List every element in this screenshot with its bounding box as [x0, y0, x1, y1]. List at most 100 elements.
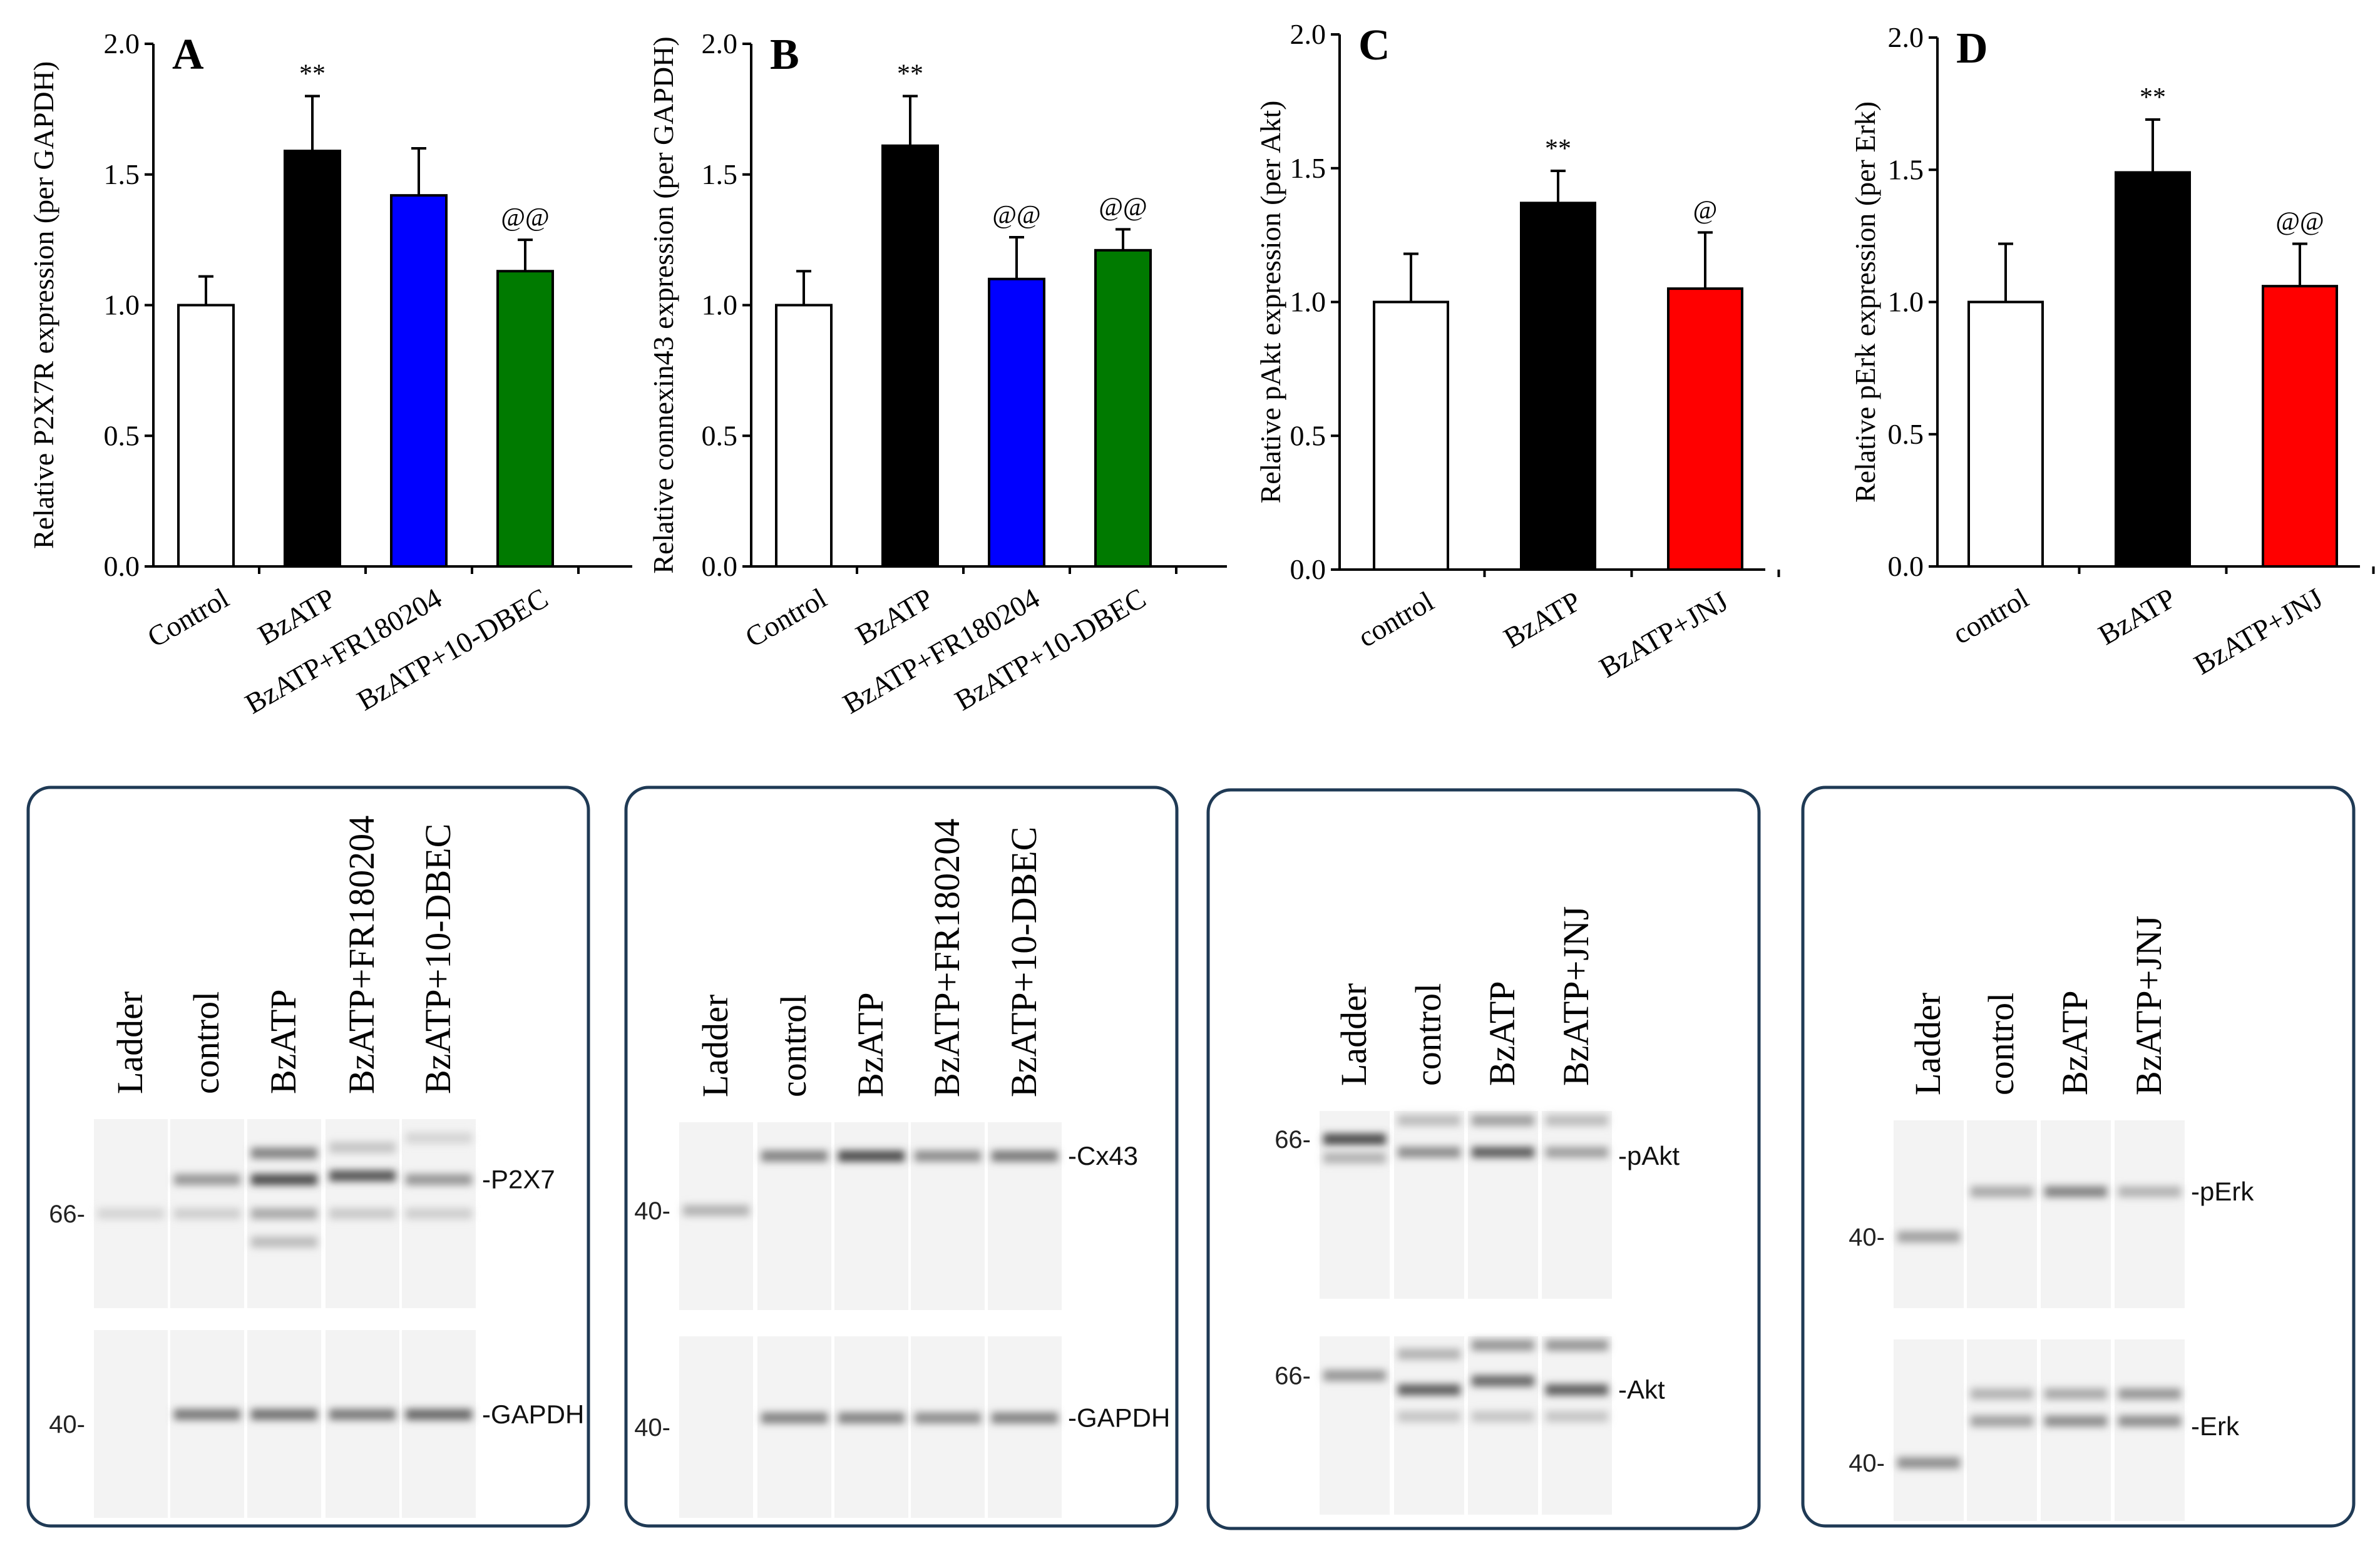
- blot-band: [1472, 1147, 1534, 1158]
- blot-band: [1472, 1339, 1534, 1351]
- blot-band: [251, 1409, 317, 1420]
- blot-lane: [1967, 1339, 2037, 1521]
- bar-bzatp-fr180204: [390, 194, 448, 568]
- mw-marker: 66-: [1275, 1363, 1311, 1390]
- y-axis-label: Relative pAkt expression (per Akt): [1254, 101, 1286, 504]
- lane-label: BzATP+JNJ: [1556, 906, 1596, 1086]
- blot-lane: [94, 1330, 168, 1518]
- x-tick-label: Control: [142, 581, 234, 653]
- blot-strip-top: 40- -Cx43: [634, 1122, 1138, 1310]
- chart-panel-b: 0.0 0.5 1.0 1.5 2.0 Relative connexin43 expre…: [647, 28, 1227, 720]
- protein-label: -GAPDH: [482, 1400, 584, 1429]
- blot-band: [992, 1150, 1058, 1162]
- blot-lane: [1394, 1111, 1464, 1299]
- blot-band: [1546, 1147, 1608, 1158]
- lane-label: BzATP+10-DBEC: [1003, 827, 1044, 1097]
- y-tick-label: 0.0: [1290, 553, 1326, 585]
- blot-lane: [247, 1330, 321, 1518]
- blot-band: [1398, 1411, 1460, 1423]
- blot-lane: [757, 1336, 831, 1518]
- blot-lane: [1468, 1111, 1538, 1299]
- blot-band: [1398, 1115, 1460, 1126]
- bar-bzatp: [2115, 171, 2191, 568]
- blot-lane: [1967, 1120, 2037, 1308]
- blot-band: [1546, 1339, 1608, 1351]
- y-tick-label: 1.0: [1888, 286, 1924, 318]
- mw-marker: 66-: [1275, 1126, 1311, 1154]
- lane-label: Ladder: [1907, 993, 1948, 1095]
- bar-bzatp-jnj: [1667, 287, 1743, 571]
- y-tick-label: 1.0: [702, 289, 738, 321]
- bar-bzatp-10-dbec: [1094, 248, 1152, 568]
- bar-bzatp: [1520, 202, 1596, 571]
- blot-band: [1323, 1134, 1386, 1145]
- blot-band: [838, 1150, 905, 1162]
- blot-strip-top: 66- -P2X7: [49, 1119, 555, 1308]
- blot-panel-4: Ladder control BzATP BzATP+JNJ 40- -pErk 40- -E…: [1801, 786, 2356, 1528]
- y-tick-label: 0.0: [104, 550, 140, 582]
- blot-band: [1971, 1388, 2033, 1400]
- protein-label: -GAPDH: [1068, 1403, 1170, 1433]
- significance-marker: @: [1693, 196, 1718, 225]
- blot-band: [1897, 1457, 1960, 1469]
- blot-lane: [1468, 1336, 1538, 1515]
- blot-band: [992, 1412, 1058, 1424]
- x-tick-label: BzATP: [2093, 581, 2181, 651]
- significance-marker: **: [2140, 83, 2166, 112]
- protein-label: -pErk: [2191, 1177, 2254, 1206]
- lane-label: BzATP: [850, 992, 891, 1097]
- blot-band: [329, 1409, 396, 1420]
- blot-strip-bot: 66- -Akt: [1275, 1336, 1665, 1515]
- blot-band: [329, 1170, 396, 1182]
- blot-strip-bot: 40- -GAPDH: [634, 1336, 1170, 1518]
- blot-band: [915, 1150, 981, 1162]
- blot-lane: [1394, 1336, 1464, 1515]
- x-tick-label: control: [1947, 581, 2034, 650]
- significance-marker: @@: [2275, 208, 2324, 237]
- blot-band: [1971, 1186, 2033, 1197]
- blot-band: [1323, 1152, 1386, 1164]
- blot-lane: [679, 1336, 753, 1518]
- significance-marker: @@: [501, 203, 549, 232]
- blot-band: [251, 1147, 317, 1159]
- blot-band: [1398, 1348, 1460, 1360]
- blot-band: [329, 1208, 396, 1219]
- blot-band: [1398, 1384, 1460, 1396]
- blot-lane: [1320, 1336, 1390, 1515]
- blot-band: [329, 1142, 396, 1154]
- blot-band: [251, 1208, 317, 1219]
- blot-band: [2044, 1388, 2107, 1400]
- protein-label: -Erk: [2191, 1411, 2240, 1441]
- x-tick-label: BzATP: [850, 581, 938, 651]
- mw-marker: 40-: [1849, 1224, 1885, 1251]
- blot-band: [174, 1208, 240, 1219]
- blot-band: [683, 1205, 749, 1216]
- y-tick-label: 1.5: [1888, 153, 1924, 185]
- panel-letter: A: [172, 31, 204, 79]
- blot-lane: [1542, 1111, 1612, 1299]
- y-tick-label: 2.0: [1888, 21, 1924, 53]
- y-tick-label: 2.0: [104, 28, 140, 59]
- blot-strip-top: 66- -pAkt: [1275, 1111, 1680, 1299]
- blot-lane: [2041, 1339, 2111, 1521]
- blot-lane: [988, 1336, 1062, 1518]
- mw-marker: 40-: [634, 1414, 670, 1441]
- blot-band: [1546, 1115, 1608, 1126]
- lane-label: BzATP: [1482, 981, 1522, 1086]
- blot-band: [2118, 1186, 2181, 1197]
- y-tick-label: 2.0: [1290, 18, 1326, 50]
- lane-label: control: [1981, 993, 2021, 1095]
- blot-band: [1323, 1369, 1386, 1381]
- blot-band: [251, 1174, 317, 1185]
- significance-marker: **: [1545, 135, 1571, 163]
- x-tick-label: BzATP+FR180204: [240, 581, 447, 720]
- blot-band: [1472, 1411, 1534, 1423]
- blot-band: [98, 1208, 164, 1219]
- blot-panel-1: Ladder control BzATP BzATP+FR180204 BzATP+10…: [26, 786, 590, 1528]
- blot-band: [174, 1174, 240, 1185]
- mw-marker: 66-: [49, 1200, 85, 1228]
- significance-marker: @@: [1099, 193, 1147, 222]
- blot-lane: [1894, 1339, 1964, 1521]
- western-blots: Ladder control BzATP BzATP+FR180204 BzATP+10…: [26, 786, 2356, 1530]
- bar-control: [1373, 300, 1449, 571]
